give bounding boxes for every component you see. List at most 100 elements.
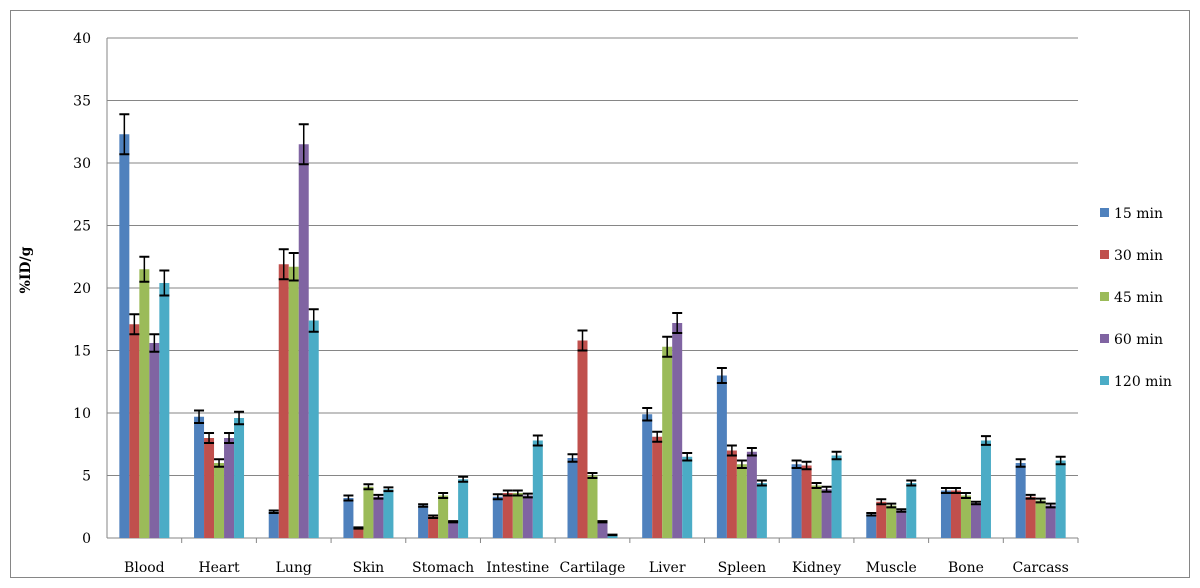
y-tick-label: 0	[82, 531, 91, 547]
bar	[866, 514, 877, 538]
bar	[1015, 463, 1026, 538]
bar	[268, 511, 279, 538]
bar	[129, 324, 140, 538]
bar	[308, 320, 319, 538]
bar	[438, 495, 449, 538]
bar	[831, 455, 842, 538]
x-tick-label: Heart	[198, 560, 240, 576]
bar	[950, 490, 961, 538]
bar	[886, 505, 897, 538]
x-tick-label: Stomach	[412, 560, 474, 576]
bar	[448, 521, 459, 538]
bar	[383, 489, 394, 538]
bar	[492, 496, 503, 538]
bar	[756, 483, 767, 538]
x-tick-label: Skin	[353, 560, 385, 576]
legend-swatch	[1100, 376, 1109, 385]
bar	[428, 516, 439, 538]
axis-layer	[106, 38, 1079, 543]
legend-label: 30 min	[1114, 248, 1163, 264]
bar	[726, 450, 737, 538]
bar	[642, 414, 653, 538]
bar	[214, 463, 225, 538]
x-tick-label: Intestine	[486, 560, 549, 576]
bar	[343, 498, 354, 538]
bar	[149, 343, 160, 538]
bar	[1045, 505, 1056, 538]
bar	[234, 418, 245, 538]
x-tick-label: Carcass	[1012, 560, 1068, 576]
bar	[288, 266, 299, 538]
bar	[139, 269, 150, 538]
bar	[906, 483, 917, 538]
bar	[672, 323, 683, 538]
bar	[1025, 496, 1036, 538]
bar	[373, 496, 384, 538]
bar	[194, 416, 205, 538]
legend-swatch	[1100, 208, 1109, 217]
bar	[876, 501, 887, 538]
error-bars-layer	[119, 113, 1066, 537]
bar	[736, 464, 747, 538]
bar	[970, 503, 981, 538]
bar	[716, 375, 727, 538]
y-tick-label: 20	[73, 281, 91, 297]
bar	[940, 490, 951, 538]
bar	[791, 464, 802, 538]
bar	[418, 505, 429, 538]
bar	[801, 465, 812, 538]
bar	[224, 438, 235, 538]
y-axis-label: %ID/g	[18, 246, 34, 293]
bar	[587, 475, 598, 538]
x-tick-label: Bone	[948, 560, 984, 576]
bar	[363, 486, 374, 538]
bar	[353, 528, 364, 538]
legend-swatch	[1100, 250, 1109, 259]
bar	[522, 495, 533, 538]
x-tick-label: Spleen	[718, 560, 767, 576]
bar	[1055, 460, 1066, 538]
bar	[458, 479, 469, 538]
x-tick-label: Liver	[649, 560, 686, 576]
x-tick-label: Kidney	[792, 560, 841, 576]
bar	[502, 493, 513, 538]
bar	[532, 440, 543, 538]
bar	[298, 144, 309, 538]
legend-swatch	[1100, 334, 1109, 343]
bar	[607, 534, 618, 538]
bar	[577, 340, 588, 538]
label-layer: 0 5 10 15 20 25 30 35 40 Blood Heart Lung Skin Stomac…	[73, 31, 1069, 576]
bars-layer	[119, 134, 1066, 538]
y-tick-label: 30	[73, 156, 91, 172]
y-tick-label: 25	[73, 219, 91, 235]
legend-label: 15 min	[1114, 206, 1163, 222]
bar	[204, 438, 215, 538]
legend-label: 45 min	[1114, 290, 1163, 306]
x-tick-label: Muscle	[866, 560, 917, 576]
y-tick-label: 10	[73, 406, 91, 422]
bar	[980, 440, 991, 538]
bar	[896, 510, 907, 538]
bar	[278, 264, 289, 538]
y-tick-label: 15	[73, 344, 91, 360]
legend: 15 min 30 min 45 min 60 min 120 min	[1100, 206, 1172, 390]
y-tick-label: 5	[82, 469, 91, 485]
bar	[746, 451, 757, 538]
legend-swatch	[1100, 292, 1109, 301]
bar	[119, 134, 130, 538]
y-tick-label: 35	[73, 94, 91, 110]
x-tick-label: Cartilage	[560, 560, 626, 576]
bar	[662, 346, 673, 538]
bar	[1035, 500, 1046, 538]
x-tick-label: Lung	[276, 560, 312, 576]
x-tick-label: Blood	[124, 560, 165, 576]
bar	[960, 495, 971, 538]
bar	[567, 458, 578, 538]
bar	[682, 456, 693, 538]
bar	[811, 485, 822, 538]
bar	[512, 493, 523, 538]
y-tick-label: 40	[73, 31, 91, 47]
legend-label: 120 min	[1114, 374, 1172, 390]
bar	[652, 436, 663, 538]
